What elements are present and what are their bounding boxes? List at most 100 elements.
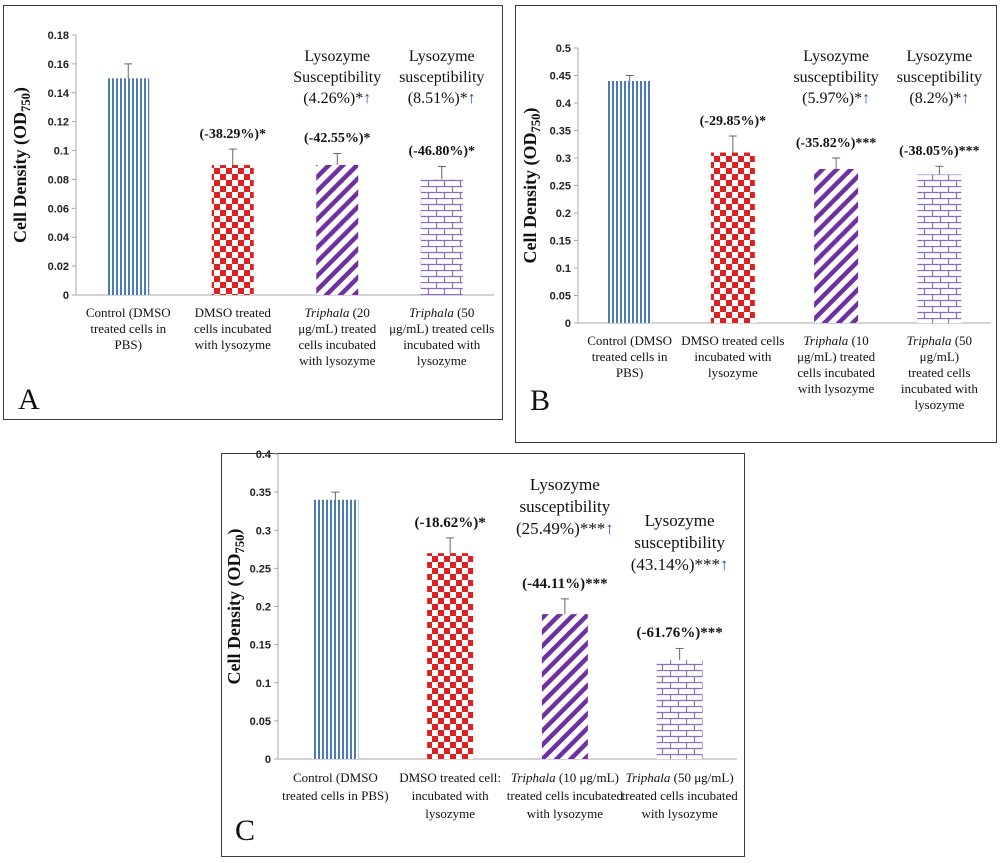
panel-label-c: C <box>235 814 256 847</box>
up-arrow-icon: ↑ <box>961 90 970 107</box>
x-category-label: Control (DMSO treated cells in PBS) <box>85 305 171 352</box>
bar <box>427 553 474 759</box>
panel-label-a: A <box>18 383 40 416</box>
y-tick-label: 0.15 <box>250 640 271 652</box>
chart-a-svg: 0 0.02 0.04 0.06 0.08 0.1 0.12 0.14 0.16 0.18 Cell… <box>10 30 494 302</box>
up-arrow-icon: ↑ <box>605 519 614 538</box>
y-tick-label: 0.06 <box>48 203 69 215</box>
x-category-label: DMSO treated cell: incubated with lysozyme <box>399 770 502 821</box>
y-tick-label: 0.2 <box>256 602 271 614</box>
y-tick-label: 0.02 <box>48 261 69 273</box>
susceptibility-heading: susceptibility <box>634 533 725 552</box>
x-category-label: Triphala (20 μg/mL) treated cells incubate… <box>298 305 377 368</box>
susceptibility-annotation: Lysozyme susceptibility (43.14%)***↑ <box>600 510 760 576</box>
x-category-label: DMSO treated cells incubated with lysozyme <box>193 305 272 352</box>
x-category-label: Triphala (10 μg/mL) treated cells incubate… <box>797 333 876 396</box>
bar <box>541 614 588 759</box>
bar-percent-annotation: (-42.55%)* <box>304 131 371 147</box>
chart-b-svg: 0 0.05 0.1 0.15 0.2 0.25 0.3 0.35 0.4 0.45 0.5 Cell… <box>520 43 991 330</box>
y-tick-label: 0.35 <box>250 487 271 499</box>
bar <box>814 169 859 323</box>
y-tick-label: 0.14 <box>48 88 70 100</box>
y-tick-label: 0.12 <box>48 117 69 129</box>
y-tick-label: 0 <box>265 754 271 766</box>
y-tick-label: 0.16 <box>48 59 69 71</box>
panel-label-b: B <box>530 384 551 417</box>
y-tick-label: 0.1 <box>54 146 69 158</box>
susceptibility-heading: Lysozyme <box>408 48 475 65</box>
x-category-label: Triphala (10 μg/mL) treated cells incubat… <box>506 770 623 821</box>
y-tick-label: 0.4 <box>556 98 572 110</box>
bar-percent-annotation: (-38.05%)*** <box>899 144 980 160</box>
y-axis-title: Cell Density (OD750) <box>520 108 543 264</box>
y-axis-title: Cell Density (OD750) <box>224 529 247 685</box>
y-tick-label: 0.15 <box>550 236 571 248</box>
susceptibility-heading: Lysozyme <box>644 511 715 530</box>
x-category-label: Triphala (50 μg/mL) treated cells incubate… <box>900 333 978 412</box>
chart-panel-c: 0 0.05 0.1 0.15 0.2 0.25 0.3 0.35 0.4 Cell Densit… <box>221 449 745 857</box>
susceptibility-value: (8.2%)*↑ <box>909 90 970 107</box>
y-tick-label: 0.25 <box>250 563 271 575</box>
y-tick-label: 0.3 <box>256 525 271 537</box>
susceptibility-heading: Lysozyme <box>906 48 973 65</box>
y-tick-label: 0.4 <box>256 449 272 461</box>
y-tick-label: 0.5 <box>556 43 571 55</box>
bar <box>656 659 703 759</box>
x-category-label: Triphala (50 μg/mL) treated cells incubate… <box>389 305 495 368</box>
bar <box>917 174 962 323</box>
chart-panel-b: 0 0.05 0.1 0.15 0.2 0.25 0.3 0.35 0.4 0.45 0.5 Cell… <box>515 5 997 443</box>
susceptibility-annotation: Lysozyme susceptibility (8.51%)*↑ <box>362 46 522 109</box>
bar <box>107 78 150 295</box>
susceptibility-heading: susceptibility <box>896 69 983 86</box>
y-tick-label: 0.05 <box>550 291 571 303</box>
bar <box>710 152 755 323</box>
y-tick-label: 0 <box>63 290 69 302</box>
up-arrow-icon: ↑ <box>467 90 476 107</box>
bar-percent-annotation: (-38.29%)* <box>199 127 267 143</box>
bar <box>420 179 463 295</box>
susceptibility-heading: Lysozyme <box>529 475 600 494</box>
up-arrow-icon: ↑ <box>862 90 871 107</box>
susceptibility-value: (43.14%)***↑ <box>630 555 729 574</box>
susceptibility-heading: susceptibility <box>793 69 879 86</box>
susceptibility-heading: susceptibility <box>519 497 611 516</box>
bar-percent-annotation: (-18.62%)* <box>414 514 486 531</box>
y-tick-label: 0.45 <box>550 71 571 83</box>
y-tick-label: 0.05 <box>250 716 271 728</box>
y-tick-label: 0.2 <box>556 208 571 220</box>
up-arrow-icon: ↑ <box>719 555 729 574</box>
chart-panel-a: 0 0.02 0.04 0.06 0.08 0.1 0.12 0.14 0.16 0.18 Cell… <box>3 5 503 420</box>
bar <box>607 81 652 323</box>
bar <box>316 165 359 295</box>
bar <box>211 165 254 295</box>
susceptibility-annotation: Lysozyme susceptibility (8.2%)*↑ <box>859 46 1000 109</box>
up-arrow-icon: ↑ <box>363 90 372 107</box>
y-tick-label: 0 <box>565 318 571 330</box>
x-category-label: Control (DMSO treated cells in PBS) <box>587 333 673 380</box>
susceptibility-value: (4.26%)*↑ <box>303 90 372 107</box>
susceptibility-annotation: Lysozyme susceptibility (25.49%)***↑ <box>485 474 645 540</box>
chart-c-svg: 0 0.05 0.1 0.15 0.2 0.25 0.3 0.35 0.4 Cell Densit… <box>224 449 737 766</box>
x-category-label: Triphala (50 μg/mL) treated cells incubat… <box>621 770 738 821</box>
susceptibility-value: (5.97%)*↑ <box>802 90 871 107</box>
bar-percent-annotation: (-44.11%)*** <box>522 575 608 592</box>
bar-percent-annotation: (-29.85%)* <box>699 114 767 129</box>
y-tick-label: 0.3 <box>556 153 571 165</box>
bar-percent-annotation: (-46.80%)* <box>408 144 476 160</box>
susceptibility-heading: Susceptibility <box>293 69 382 86</box>
y-tick-label: 0.04 <box>48 232 70 244</box>
y-tick-label: 0.08 <box>48 174 69 186</box>
susceptibility-annotation: Lysozyme susceptibility (5.97%)*↑ <box>756 46 916 109</box>
x-category-label: Control (DMSO treated cells in PBS) <box>282 770 389 803</box>
bar-percent-annotation: (-61.76%)*** <box>636 625 723 642</box>
y-axis-title: Cell Density (OD750) <box>10 87 33 243</box>
susceptibility-value: (25.49%)***↑ <box>516 519 614 538</box>
susceptibility-heading: Lysozyme <box>803 48 869 65</box>
susceptibility-heading: Lysozyme <box>304 48 371 65</box>
y-tick-label: 0.18 <box>48 30 69 42</box>
susceptibility-annotation: Lysozyme Susceptibility (4.26%)*↑ <box>257 46 417 109</box>
susceptibility-heading: susceptibility <box>399 69 485 86</box>
y-tick-label: 0.1 <box>556 263 571 275</box>
y-tick-label: 0.25 <box>550 181 571 193</box>
bar-percent-annotation: (-35.82%)*** <box>795 136 877 151</box>
